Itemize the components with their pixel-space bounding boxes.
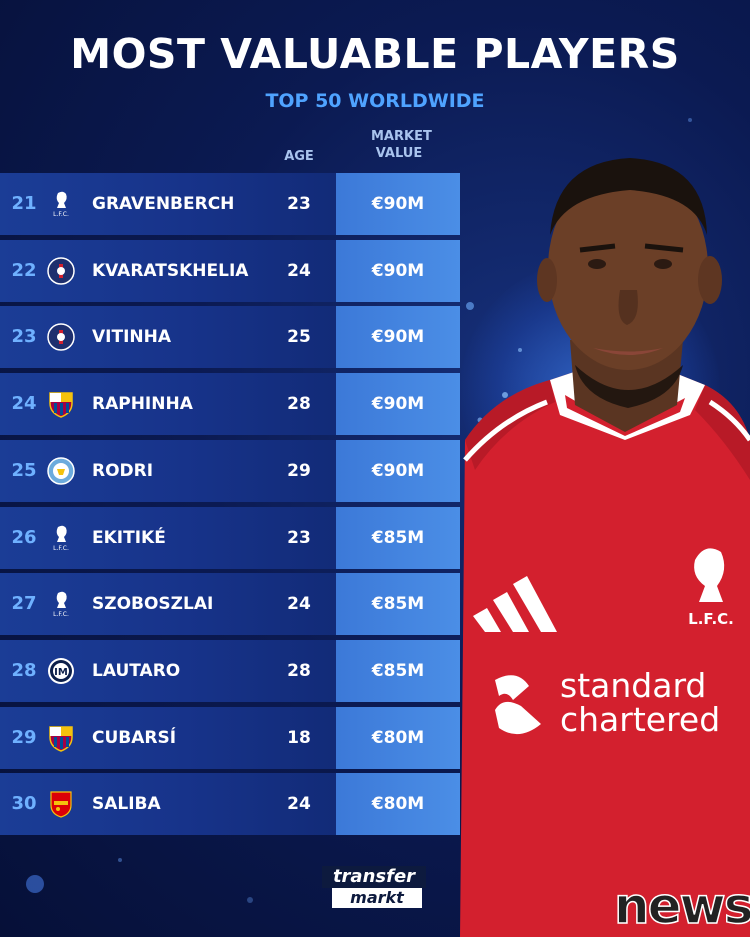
- jersey-club-text: L.F.C.: [688, 610, 734, 628]
- player-market-value: €85M: [371, 527, 425, 548]
- svg-text:L.F.C.: L.F.C.: [53, 611, 69, 618]
- player-market-value: €80M: [371, 727, 425, 748]
- player-name: SALIBA: [92, 794, 161, 815]
- page-subtitle: TOP 50 WORLDWIDE: [265, 90, 485, 112]
- player-rank: 21: [11, 193, 37, 214]
- player-age: 18: [287, 727, 311, 748]
- player-age: 29: [287, 460, 311, 481]
- player-age: 23: [287, 194, 311, 214]
- value-cell-background: [336, 373, 460, 436]
- table-row: 29 CUBARSÍ 18 €80M: [0, 706, 460, 769]
- player-market-value: €90M: [371, 194, 425, 214]
- player-name: RAPHINHA: [92, 394, 193, 415]
- player-age: 28: [287, 394, 311, 415]
- row-background: [0, 573, 336, 636]
- table-row: 27 L.F.C. SZOBOSZLAI 24 €85M: [0, 573, 460, 636]
- svg-text:L.F.C.: L.F.C.: [53, 545, 69, 552]
- player-rank: 30: [11, 793, 37, 815]
- player-rank: 28: [11, 659, 37, 681]
- player-market-value: €90M: [371, 327, 425, 348]
- value-cell-background: [336, 639, 460, 702]
- liverpool-crest-icon: L.F.C.: [46, 589, 76, 619]
- player-age: 24: [287, 260, 311, 281]
- svg-text:IM: IM: [54, 667, 68, 678]
- table-row: 21 L.F.C. GRAVENBERCH 23 €90M: [0, 173, 460, 235]
- arsenal-crest-icon: [46, 789, 76, 819]
- player-portrait-image: L.F.C. standard chartered: [460, 158, 750, 937]
- player-name: GRAVENBERCH: [92, 194, 235, 214]
- table-row: 26 L.F.C. EKITIKÉ 23 €85M: [0, 506, 460, 569]
- psg-crest-icon: [46, 256, 76, 286]
- liverpool-crest-icon: L.F.C.: [46, 523, 76, 553]
- player-rank: 27: [11, 593, 37, 615]
- player-name: VITINHA: [92, 327, 172, 348]
- player-name: KVARATSKHELIA: [92, 260, 249, 281]
- player-name: RODRI: [92, 460, 154, 481]
- sponsor-line-2: chartered: [560, 700, 720, 739]
- player-rank: 23: [11, 326, 37, 348]
- player-market-value: €90M: [371, 460, 425, 481]
- inter-crest-icon: IM: [46, 656, 76, 686]
- row-background: [0, 506, 336, 569]
- player-rank: 24: [11, 393, 37, 415]
- table-row: 22 KVARATSKHELIA 24 €90M: [0, 239, 460, 302]
- value-cell-background: [336, 506, 460, 569]
- player-age: 24: [287, 794, 311, 815]
- value-cell-background: [336, 239, 460, 302]
- row-background: [0, 173, 336, 235]
- player-market-value: €90M: [371, 260, 425, 281]
- market-value-column-header: MARKET VALUE: [371, 129, 432, 161]
- table-row: 25 RODRI 29 €90M: [0, 439, 460, 502]
- standard-chartered-logo-icon: [495, 675, 541, 735]
- logo-bottom-text: markt: [332, 888, 422, 908]
- value-cell-background: [336, 306, 460, 369]
- table-row: 28 IM LAUTARO 28 €85M: [0, 639, 460, 702]
- player-name: SZOBOSZLAI: [92, 594, 214, 615]
- player-name: LAUTARO: [92, 660, 181, 681]
- player-rank: 25: [11, 459, 37, 481]
- page-title: MOST VALUABLE PLAYERS: [70, 30, 680, 78]
- table-row: 30 SALIBA 24 €80M: [0, 773, 460, 836]
- table-row: 24 RAPHINHA 28 €90M: [0, 373, 460, 436]
- player-rank: 22: [11, 259, 37, 281]
- barcelona-crest-icon: [46, 389, 76, 419]
- player-market-value: €85M: [371, 660, 425, 681]
- age-column-header: AGE: [284, 149, 314, 164]
- table-row: 23 VITINHA 25 €90M: [0, 306, 460, 369]
- barcelona-crest-icon: [46, 723, 76, 753]
- liverpool-liver-bird-icon: [694, 548, 725, 602]
- player-age: 25: [287, 327, 311, 348]
- liverpool-crest-icon: L.F.C.: [46, 189, 76, 219]
- player-rank: 26: [11, 526, 37, 548]
- value-cell-background: [336, 773, 460, 836]
- svg-text:L.F.C.: L.F.C.: [53, 211, 69, 218]
- player-market-value: €85M: [371, 594, 425, 615]
- player-market-value: €90M: [371, 394, 425, 415]
- value-cell-background: [336, 706, 460, 769]
- player-age: 23: [287, 527, 311, 548]
- player-age: 24: [287, 594, 311, 615]
- player-name: EKITIKÉ: [92, 527, 166, 548]
- logo-top-text: transfer: [322, 866, 426, 888]
- man-city-crest-icon: [46, 456, 76, 486]
- sponsor-line-1: standard: [560, 666, 706, 705]
- psg-crest-icon: [46, 322, 76, 352]
- player-age: 28: [287, 660, 311, 681]
- value-cell-background: [336, 573, 460, 636]
- player-rank: 29: [11, 726, 37, 748]
- value-cell-background: [336, 173, 460, 235]
- player-name: CUBARSÍ: [92, 727, 177, 748]
- value-cell-background: [336, 439, 460, 502]
- transfermarkt-logo: transfer markt: [322, 866, 426, 910]
- player-market-value: €80M: [371, 794, 425, 815]
- news-watermark: news: [613, 877, 750, 935]
